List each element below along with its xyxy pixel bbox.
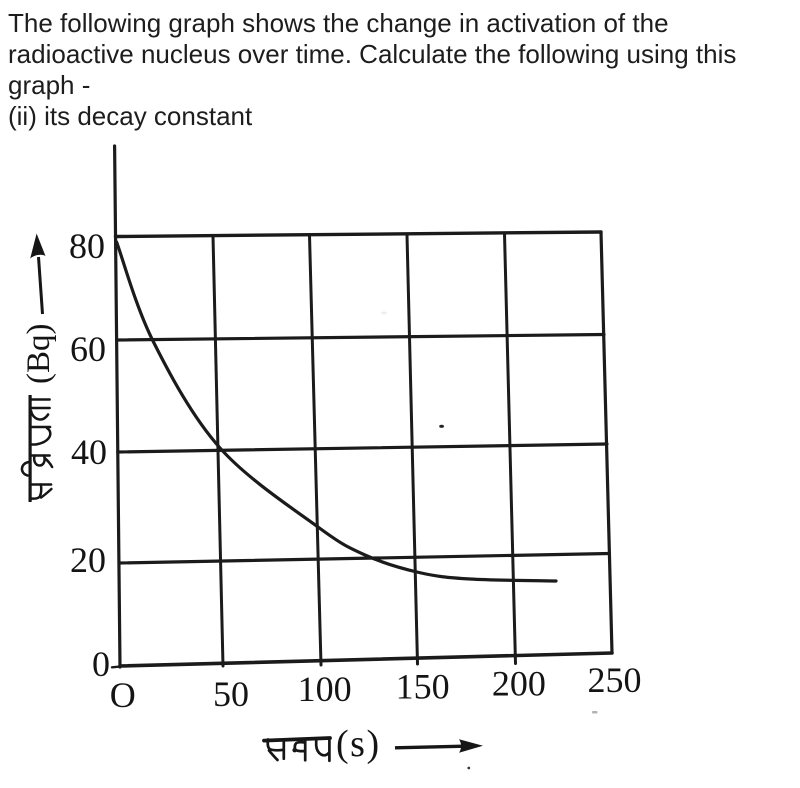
svg-text:150: 150: [396, 667, 450, 707]
svg-text:(Bq): (Bq): [21, 324, 57, 385]
svg-text:50: 50: [213, 674, 249, 714]
svg-text:100: 100: [298, 669, 352, 709]
svg-text:80: 80: [69, 226, 105, 266]
svg-text:(s): (s): [336, 723, 381, 765]
svg-text:60: 60: [70, 329, 106, 369]
svg-text:200: 200: [492, 664, 546, 704]
svg-text:O: O: [110, 675, 136, 715]
svg-text:0: 0: [92, 644, 110, 684]
svg-text:20: 20: [70, 540, 106, 580]
svg-text:250: 250: [588, 660, 642, 700]
svg-text:40: 40: [71, 432, 107, 472]
